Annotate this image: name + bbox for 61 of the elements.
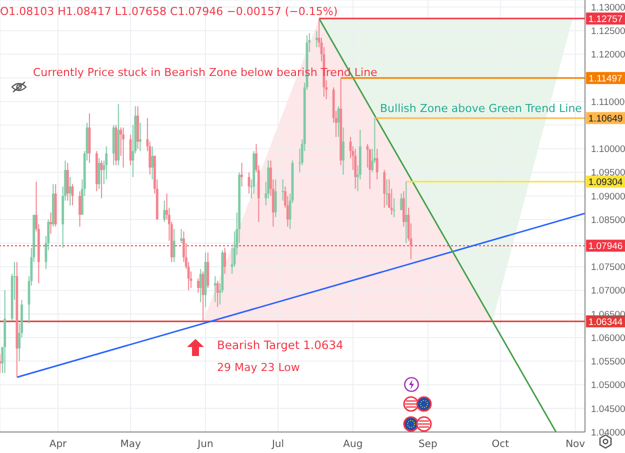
candlestick [392, 198, 396, 218]
candlestick [105, 146, 108, 180]
annotation: Bearish Target 1.0634 [217, 338, 344, 352]
candlestick [180, 228, 182, 244]
y-tick-label: 1.12500 [591, 26, 625, 38]
candlestick [122, 126, 124, 168]
y-tick-label: 1.11000 [591, 96, 625, 108]
y-tick-label: 1.04000 [591, 427, 625, 438]
candlestick [199, 268, 202, 303]
annotation: O1.08103 H1.08417 L1.07658 C1.07946 −0.00157 (−0.15%) [0, 5, 338, 19]
candlestick [402, 190, 405, 228]
x-tick-label: Nov [566, 439, 586, 450]
candlestick [342, 126, 344, 176]
y-tick-label: 1.07000 [591, 286, 625, 297]
candlestick [337, 106, 340, 138]
y-tick-label: 1.09000 [591, 191, 625, 202]
candlestick [282, 178, 284, 202]
candlestick [383, 169, 386, 208]
candlestick [197, 278, 200, 294]
candlestick [206, 252, 210, 288]
y-tick-label: 1.07500 [591, 262, 625, 274]
candlestick [404, 181, 408, 244]
x-tick-label: Oct [492, 439, 510, 450]
series-label: 1.09304 [588, 177, 623, 188]
candlestick [78, 190, 81, 228]
candlestick [163, 200, 166, 222]
x-tick-label: Apr [49, 439, 68, 450]
y-tick-label: 1.12000 [591, 50, 625, 61]
candlestick [98, 158, 100, 190]
candlestick [151, 146, 154, 180]
y-tick-label: 1.05000 [591, 380, 625, 392]
candlestick [368, 148, 372, 190]
candlestick [274, 178, 277, 218]
candlestick [66, 162, 69, 202]
y-tick-label: 1.10000 [591, 144, 625, 156]
candlestick [240, 162, 243, 187]
candlestick [386, 178, 388, 206]
y-tick-label: 1.05500 [591, 356, 625, 368]
series-label: 1.12757 [588, 14, 623, 26]
candlestick [68, 176, 72, 206]
series-label: 1.11497 [588, 74, 622, 85]
candlestick [376, 148, 378, 180]
candlestick [216, 280, 219, 308]
y-tick-label: 1.06000 [591, 332, 625, 344]
candlestick [400, 193, 402, 211]
candlestick [50, 212, 52, 234]
series-label: 1.10649 [588, 114, 623, 125]
x-tick-label: Jun [196, 439, 214, 450]
x-tick-label: Jul [270, 439, 284, 450]
candlestick [354, 148, 357, 190]
ref-line-label: 1.07946 [588, 241, 623, 252]
annotation: Bullish Zone above Green Trend Line [380, 102, 582, 116]
x-tick-label: May [120, 439, 141, 450]
annotation: 29 May 23 Low [217, 361, 300, 375]
x-tick-label: Sep [418, 439, 438, 450]
y-tick-label: 1.13000 [591, 2, 625, 14]
y-tick-label: 1.04500 [591, 404, 625, 415]
x-tick-label: Aug [343, 439, 363, 450]
candlestick [202, 270, 204, 322]
y-tick-label: 1.08500 [591, 214, 625, 226]
candlestick [224, 247, 226, 274]
